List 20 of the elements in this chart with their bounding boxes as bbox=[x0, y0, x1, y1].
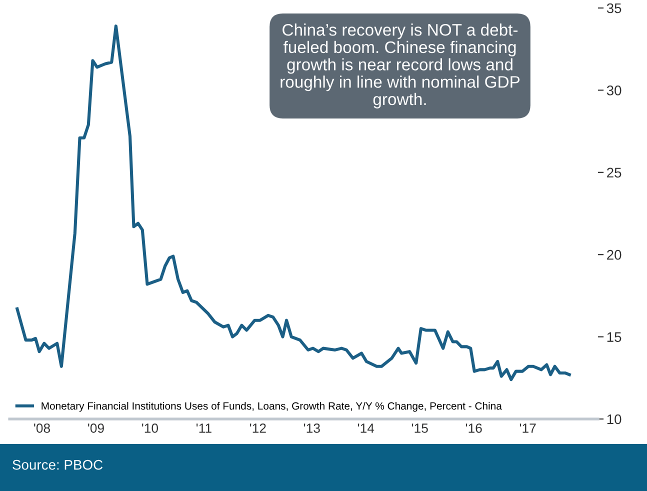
source-note: Source: PBOC bbox=[12, 460, 103, 470]
legend-label: Monetary Financial Institutions Uses of Funds, Loans, Growth Rate, Y/Y % Change, Percent - China bbox=[42, 402, 502, 412]
x-tick-label: '17 bbox=[520, 424, 536, 433]
y-tick-label: 20 bbox=[607, 250, 622, 260]
y-tick-label: 35 bbox=[606, 3, 622, 14]
x-tick-label: '12 bbox=[250, 424, 266, 433]
y-tick-label: 15 bbox=[607, 332, 622, 342]
x-tick-label: '09 bbox=[88, 424, 104, 433]
x-tick-label: '10 bbox=[142, 424, 158, 433]
annotation: China’s recovery is NOT a debt- fueled boom. Chinese financing growth is near record lows and roughly in line with nominal GDP growth. bbox=[280, 24, 520, 108]
x-tick-label: '11 bbox=[196, 424, 212, 433]
y-tick-label: 10 bbox=[607, 414, 622, 424]
y-tick-label: 30 bbox=[606, 86, 622, 96]
y-tick-label: 25 bbox=[607, 168, 622, 178]
x-tick-label: '13 bbox=[304, 424, 320, 433]
x-tick-label: '15 bbox=[412, 424, 428, 433]
line-series bbox=[16, 24, 571, 382]
x-tick-label: '14 bbox=[358, 424, 374, 433]
x-tick-label: '08 bbox=[34, 424, 50, 433]
x-tick-label: '16 bbox=[466, 424, 482, 433]
